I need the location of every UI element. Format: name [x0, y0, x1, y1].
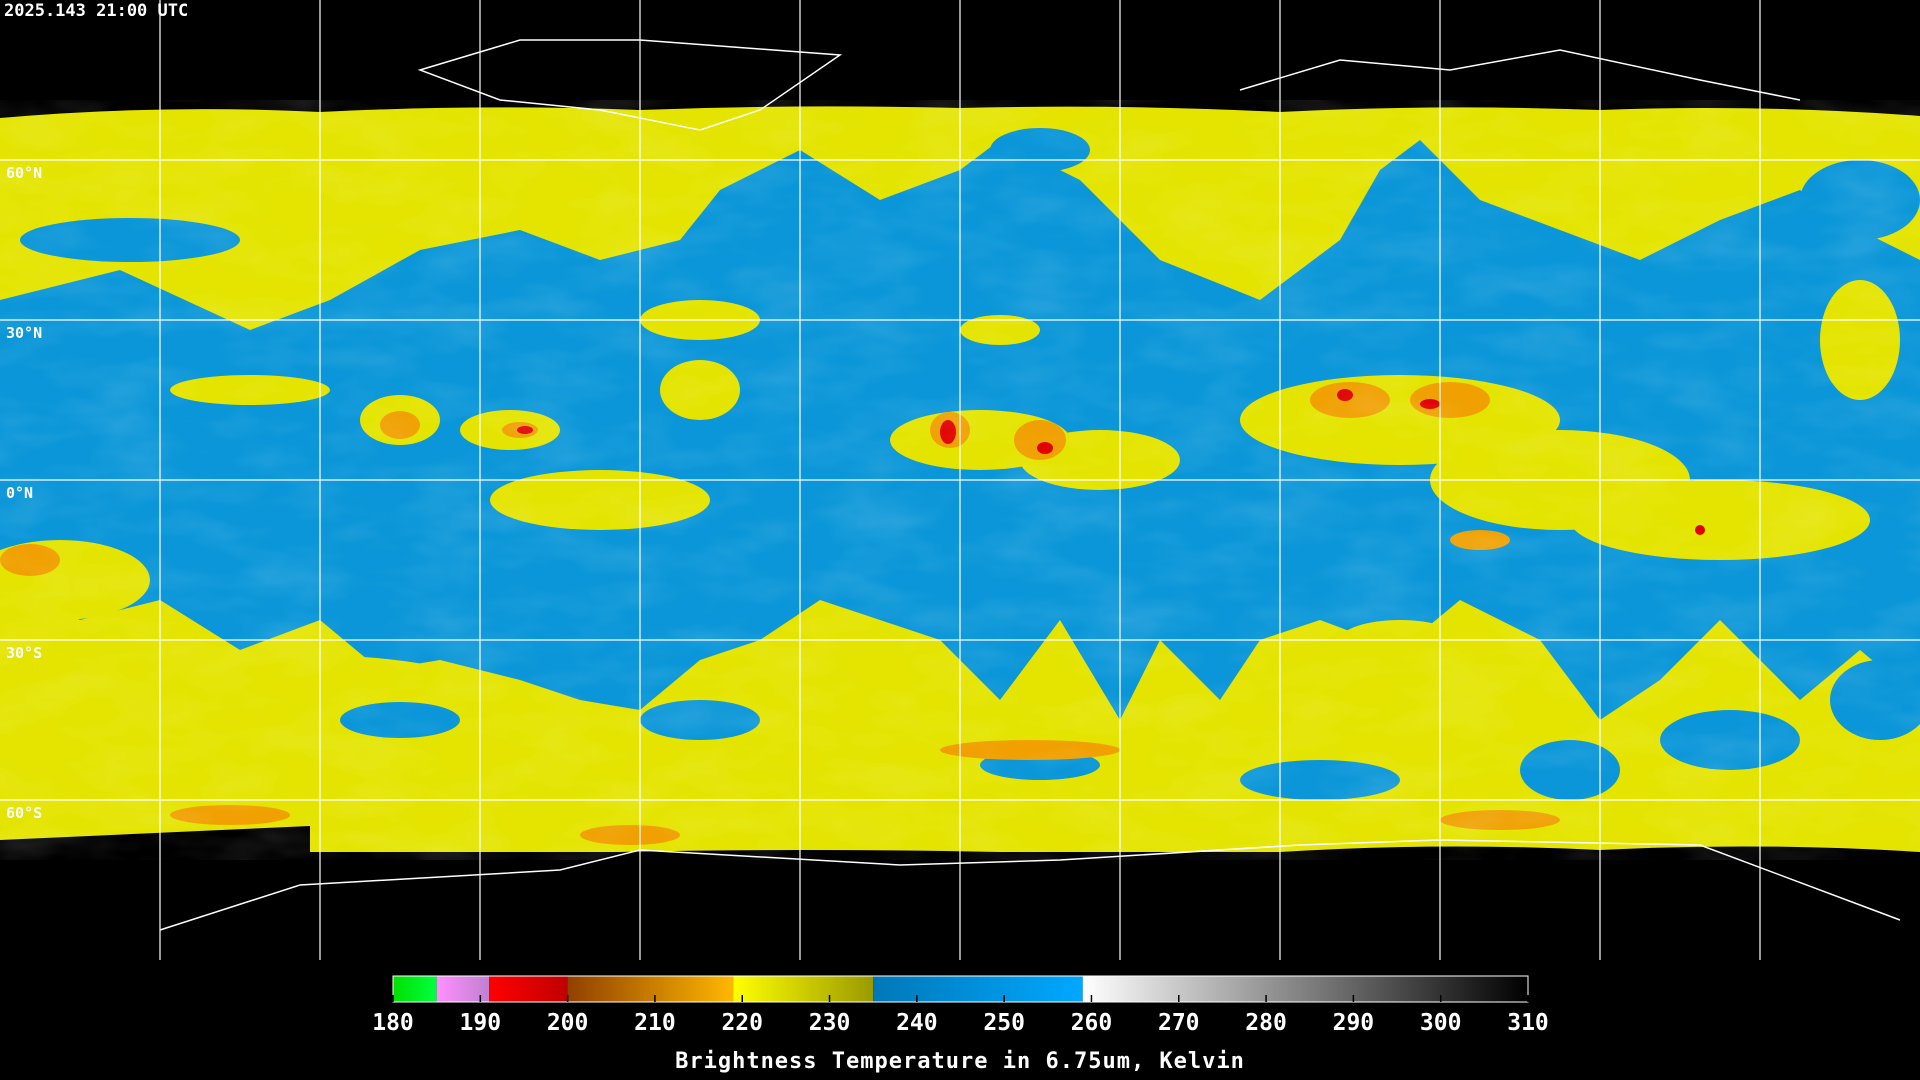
colorbar-segment: [489, 976, 568, 1002]
colorbar-tick-label: 210: [634, 1010, 676, 1036]
colorbar-segment: [436, 976, 490, 1002]
colorbar-segment: [1082, 976, 1528, 1002]
colorbar-title: Brightness Temperature in 6.75um, Kelvin: [675, 1049, 1245, 1074]
colorbar-tick-label: 220: [721, 1010, 763, 1036]
colorbar-tick-label: 240: [896, 1010, 938, 1036]
colorbar-frame: [392, 975, 1529, 1003]
colorbar-segment: [733, 976, 874, 1002]
latitude-label: 60°S: [6, 804, 42, 822]
colorbar-segment: [873, 976, 1083, 1002]
latitude-label: 30°S: [6, 644, 42, 662]
colorbar-tick-label: 250: [983, 1010, 1025, 1036]
colorbar-segment: [393, 976, 437, 1002]
graticule: 60°N 30°N 0°N 30°S 60°S: [0, 0, 1920, 960]
colorbar-tick-label: 190: [460, 1010, 502, 1036]
timestamp: 2025.143 21:00 UTC: [4, 1, 188, 21]
colorbar-tick-label: 260: [1071, 1010, 1113, 1036]
latitude-label: 0°N: [6, 484, 33, 502]
colorbar-tick-label: 200: [547, 1010, 589, 1036]
latitude-label: 30°N: [6, 324, 42, 342]
colorbar-tick-label: 300: [1420, 1010, 1462, 1036]
latitude-label: 60°N: [6, 164, 42, 182]
colorbar-segment: [567, 976, 734, 1002]
colorbar-tick-label: 230: [809, 1010, 851, 1036]
colorbar: 180 190 200 210 220 230 240 250 260 270 280 290 300 3…: [372, 975, 1549, 1036]
polar-coastlines: [159, 39, 1901, 931]
colorbar-tick-label: 280: [1245, 1010, 1287, 1036]
colorbar-tick-label: 180: [372, 1010, 414, 1036]
colorbar-tick-label: 270: [1158, 1010, 1200, 1036]
colorbar-tick-label: 290: [1333, 1010, 1375, 1036]
colorbar-tick-label: 310: [1507, 1010, 1549, 1036]
